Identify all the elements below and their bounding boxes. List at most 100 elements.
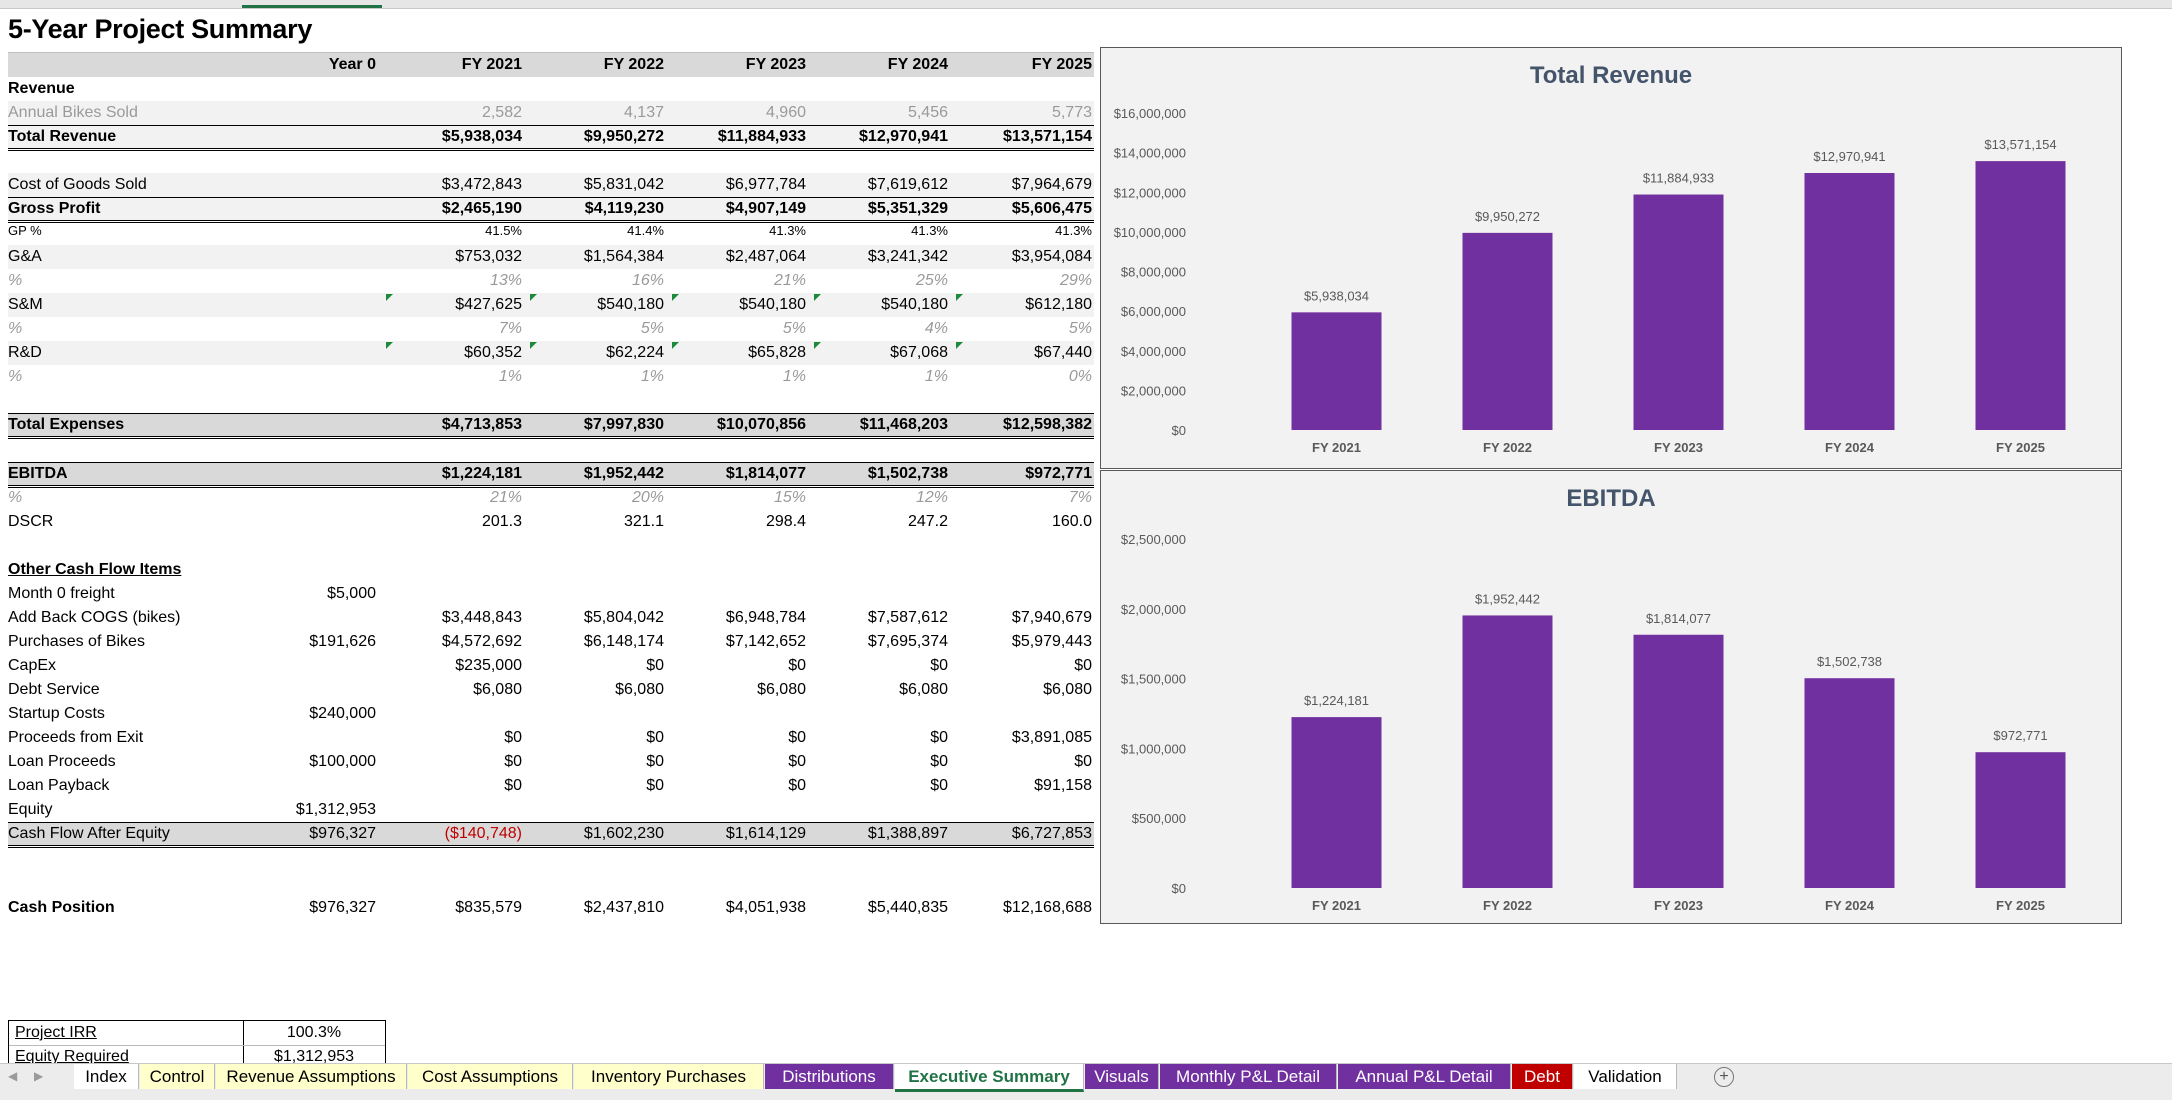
cell-sm_pct[interactable]: 5% xyxy=(1068,320,1092,337)
sheet-tab[interactable]: Debt xyxy=(1512,1064,1573,1089)
cell-rd[interactable]: $67,068 xyxy=(890,344,948,361)
cell-addback[interactable]: $7,587,612 xyxy=(867,609,948,626)
cell-cfae[interactable]: $1,602,230 xyxy=(583,825,664,842)
cell-cash_position[interactable]: $976,327 xyxy=(309,899,376,916)
sheet-tab[interactable]: Revenue Assumptions xyxy=(216,1064,407,1089)
cell-cash_position[interactable]: $2,437,810 xyxy=(583,899,664,916)
caret-right-icon[interactable]: ▶ xyxy=(34,1069,44,1083)
sheet-tab[interactable]: Inventory Purchases xyxy=(574,1064,764,1089)
cell-loan_payback[interactable]: $91,158 xyxy=(1034,777,1092,794)
cell-sm[interactable]: $612,180 xyxy=(1025,296,1092,313)
cell-capex[interactable]: $0 xyxy=(1074,657,1092,674)
cell-sm_pct[interactable]: 7% xyxy=(498,320,522,337)
cell-ga[interactable]: $2,487,064 xyxy=(725,248,806,265)
cell-total_expenses[interactable]: $7,997,830 xyxy=(583,416,664,433)
cell-loan_proceeds[interactable]: $0 xyxy=(504,753,522,770)
cell-exit[interactable]: $3,891,085 xyxy=(1011,729,1092,746)
cell-cash_position[interactable]: $835,579 xyxy=(455,899,522,916)
cell-ga_pct[interactable]: 16% xyxy=(631,272,664,289)
cell-debt_service[interactable]: $6,080 xyxy=(1043,681,1092,698)
total-revenue-chart[interactable]: Total Revenue $0 $2,000,000 $4,000,000 $6,0… xyxy=(1100,47,2122,469)
sheet-tab[interactable]: Executive Summary xyxy=(895,1064,1084,1092)
cell-cash_position[interactable]: $12,168,688 xyxy=(1003,899,1092,916)
cell-ga_pct[interactable]: 21% xyxy=(773,272,806,289)
cell-addback[interactable]: $3,448,843 xyxy=(441,609,522,626)
ebitda-chart[interactable]: EBITDA $0 $500,000 $1,000,000 $1,500,000 $2,… xyxy=(1100,470,2122,924)
cell-cogs[interactable]: $3,472,843 xyxy=(441,176,522,193)
cell-debt_service[interactable]: $6,080 xyxy=(757,681,806,698)
cell-ebitda[interactable]: $972,771 xyxy=(1025,465,1092,482)
cell-loan_payback[interactable]: $0 xyxy=(504,777,522,794)
cell-sm[interactable]: $540,180 xyxy=(739,296,806,313)
cell-bikes[interactable]: 4,960 xyxy=(765,104,806,121)
cell-rd[interactable]: $67,440 xyxy=(1034,344,1092,361)
cell-rd[interactable]: $60,352 xyxy=(464,344,522,361)
cell-gross_profit[interactable]: $4,907,149 xyxy=(725,200,806,217)
cell-gp_pct[interactable]: 41.4% xyxy=(627,223,664,238)
cell-cogs[interactable]: $5,831,042 xyxy=(583,176,664,193)
cell-ebitda[interactable]: $1,224,181 xyxy=(441,465,522,482)
cell-purchases[interactable]: $4,572,692 xyxy=(441,633,522,650)
caret-left-icon[interactable]: ◀ xyxy=(8,1069,18,1083)
cell-dscr[interactable]: 321.1 xyxy=(623,513,664,530)
cell-ebitda_pct[interactable]: 12% xyxy=(915,489,948,506)
cell-cfae[interactable]: $6,727,853 xyxy=(1011,825,1092,842)
cell-month0[interactable]: $5,000 xyxy=(327,585,376,602)
cell-rd_pct[interactable]: 1% xyxy=(640,368,664,385)
cell-sm[interactable]: $540,180 xyxy=(881,296,948,313)
cell-cfae[interactable]: $1,388,897 xyxy=(867,825,948,842)
cell-loan_proceeds[interactable]: $0 xyxy=(930,753,948,770)
cell-total_revenue[interactable]: $5,938,034 xyxy=(441,128,522,145)
cell-purchases[interactable]: $7,695,374 xyxy=(867,633,948,650)
cell-total_revenue[interactable]: $11,884,933 xyxy=(717,128,806,145)
cell-exit[interactable]: $0 xyxy=(504,729,522,746)
cell-addback[interactable]: $7,940,679 xyxy=(1011,609,1092,626)
cell-purchases[interactable]: $7,142,652 xyxy=(725,633,806,650)
cell-capex[interactable]: $0 xyxy=(646,657,664,674)
spreadsheet-grid[interactable]: 5-Year Project Summary Year 0 FY 2021 FY 2… xyxy=(0,8,1100,1063)
cell-ga[interactable]: $3,954,084 xyxy=(1011,248,1092,265)
cell-cogs[interactable]: $7,964,679 xyxy=(1011,176,1092,193)
cell-exit[interactable]: $0 xyxy=(930,729,948,746)
sheet-tab[interactable]: Index xyxy=(74,1064,139,1089)
cell-dscr[interactable]: 298.4 xyxy=(765,513,806,530)
cell-addback[interactable]: $6,948,784 xyxy=(725,609,806,626)
cell-cfae[interactable]: $1,614,129 xyxy=(725,825,806,842)
cell-ga[interactable]: $753,032 xyxy=(455,248,522,265)
cell-exit[interactable]: $0 xyxy=(646,729,664,746)
cell-debt_service[interactable]: $6,080 xyxy=(615,681,664,698)
cell-addback[interactable]: $5,804,042 xyxy=(583,609,664,626)
cell-loan_payback[interactable]: $0 xyxy=(646,777,664,794)
plus-circle-icon[interactable]: + xyxy=(1714,1067,1734,1087)
cell-ga_pct[interactable]: 13% xyxy=(489,272,522,289)
cell-ga_pct[interactable]: 25% xyxy=(915,272,948,289)
cell-ga_pct[interactable]: 29% xyxy=(1059,272,1092,289)
cell-rd[interactable]: $65,828 xyxy=(748,344,806,361)
cell-capex[interactable]: $235,000 xyxy=(455,657,522,674)
cell-capex[interactable]: $0 xyxy=(930,657,948,674)
sheet-tab[interactable]: Cost Assumptions xyxy=(408,1064,573,1089)
cell-loan_payback[interactable]: $0 xyxy=(930,777,948,794)
sheet-tab[interactable]: Visuals xyxy=(1085,1064,1159,1089)
cell-bikes[interactable]: 5,773 xyxy=(1051,104,1092,121)
cell-exit[interactable]: $0 xyxy=(788,729,806,746)
cell-total_expenses[interactable]: $11,468,203 xyxy=(859,416,948,433)
cell-bikes[interactable]: 2,582 xyxy=(481,104,522,121)
cell-gross_profit[interactable]: $2,465,190 xyxy=(441,200,522,217)
cell-dscr[interactable]: 160.0 xyxy=(1051,513,1092,530)
cell-total_expenses[interactable]: $12,598,382 xyxy=(1003,416,1092,433)
cell-cfae[interactable]: ($140,748) xyxy=(444,825,522,842)
sheet-tab[interactable]: Monthly P&L Detail xyxy=(1160,1064,1337,1089)
project-irr-value[interactable]: 100.3% xyxy=(286,1024,342,1041)
cell-purchases[interactable]: $191,626 xyxy=(309,633,376,650)
cell-gp_pct[interactable]: 41.3% xyxy=(911,223,948,238)
cell-total_expenses[interactable]: $10,070,856 xyxy=(717,416,806,433)
cell-purchases[interactable]: $6,148,174 xyxy=(583,633,664,650)
cell-ebitda_pct[interactable]: 21% xyxy=(489,489,522,506)
cell-rd_pct[interactable]: 1% xyxy=(782,368,806,385)
cell-loan_proceeds[interactable]: $0 xyxy=(788,753,806,770)
cell-sm_pct[interactable]: 4% xyxy=(924,320,948,337)
cell-rd_pct[interactable]: 1% xyxy=(498,368,522,385)
cell-sm[interactable]: $540,180 xyxy=(597,296,664,313)
cell-total_revenue[interactable]: $12,970,941 xyxy=(859,128,948,145)
